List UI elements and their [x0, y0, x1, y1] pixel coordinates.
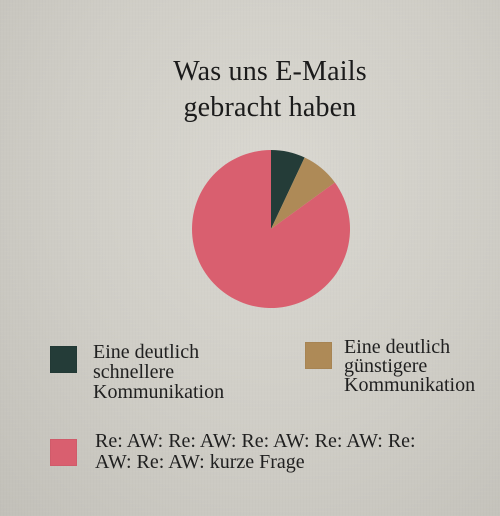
legend-item-email-thread: Re: AW: Re: AW: Re: AW: Re: AW: Re: AW: … [50, 431, 470, 473]
pie-slice-faster-communication [271, 150, 305, 229]
chart-title-line-2: gebracht haben [183, 92, 357, 123]
pie-slice-email-thread [192, 150, 351, 308]
legend-label-email-thread: Re: AW: Re: AW: Re: AW: Re: AW: Re: AW: … [95, 430, 416, 473]
pie-slice-cheaper-communication [271, 157, 335, 229]
legend-swatch-faster-communication [50, 346, 77, 373]
legend-item-cheaper-communication: Eine deutlich günstigere Kommunikation [305, 336, 500, 396]
legend-swatch-email-thread [50, 439, 77, 466]
chart-title: Was uns E-Mails gebracht haben [120, 54, 420, 126]
chart-title-line-1: Was uns E-Mails [173, 56, 367, 87]
legend-label-cheaper-communication: Eine deutlich günstigere Kommunikation [344, 336, 476, 396]
legend-swatch-cheaper-communication [305, 342, 332, 369]
legend-label-faster-communication: Eine deutlich schnellere Kommunikation [93, 341, 225, 403]
legend-item-faster-communication: Eine deutlich schnellere Kommunikation [50, 342, 270, 402]
pie-chart [192, 150, 351, 308]
